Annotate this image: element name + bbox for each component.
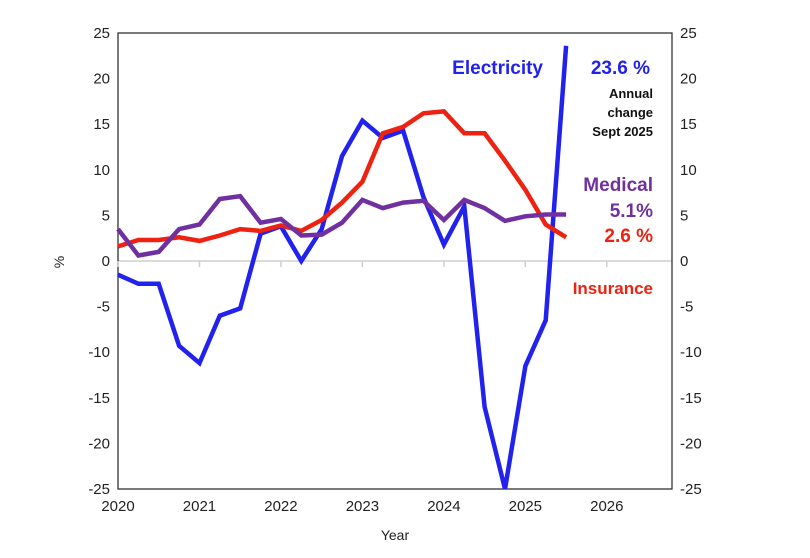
x-tick-label: 2024 <box>427 498 460 515</box>
y-tick-label-right: 10 <box>680 162 697 179</box>
x-tick-label: 2021 <box>183 498 216 515</box>
y-tick-label-right: 25 <box>680 25 697 42</box>
electricity-value: 23.6 % <box>591 58 650 79</box>
y-tick-label-left: 20 <box>93 71 110 88</box>
series-line-electricity <box>117 45 569 490</box>
insurance-value: 2.6 % <box>604 226 653 247</box>
y-axis-label: % <box>51 256 67 268</box>
series-line-insurance <box>117 109 568 249</box>
x-tick-label: 2022 <box>264 498 297 515</box>
y-tick-label-right: -20 <box>680 435 702 452</box>
y-tick-label-left: 10 <box>93 162 110 179</box>
y-tick-label-right: -15 <box>680 390 702 407</box>
y-tick-label-left: -5 <box>97 299 110 316</box>
y-tick-label-right: 5 <box>680 207 688 224</box>
annotations: Electricity 23.6 % Annual change Sept 20… <box>452 58 653 298</box>
series-line-medical <box>116 193 567 258</box>
x-tick-label: 2023 <box>346 498 379 515</box>
note-line-1: Annual <box>609 86 653 101</box>
electricity-label: Electricity <box>452 58 543 79</box>
y-tick-label-left: 0 <box>102 253 110 270</box>
y-tick-label-right: 0 <box>680 253 688 270</box>
y-tick-label-right: -5 <box>680 299 693 316</box>
y-tick-label-left: -10 <box>88 344 110 361</box>
x-tick-label: 2025 <box>509 498 542 515</box>
y-tick-label-left: 15 <box>93 116 110 133</box>
axes: -25 -25 -20 -20 -15 -15 -10 -10 -5 -5 0 0 5 5 10 10 15 15… <box>88 25 701 515</box>
note-line-2: change <box>607 105 653 120</box>
y-tick-label-left: 5 <box>102 207 110 224</box>
medical-value: 5.1% <box>610 201 653 222</box>
x-axis-label: Year <box>381 527 410 543</box>
y-tick-label-right: -10 <box>680 344 702 361</box>
y-tick-label-right: 20 <box>680 71 697 88</box>
note-line-3: Sept 2025 <box>592 124 653 139</box>
x-tick-label: 2026 <box>590 498 623 515</box>
y-tick-label-left: -20 <box>88 435 110 452</box>
y-tick-label-left: 25 <box>93 25 110 42</box>
y-tick-label-right: -25 <box>680 481 702 498</box>
y-tick-label-left: -15 <box>88 390 110 407</box>
x-tick-label: 2020 <box>101 498 134 515</box>
y-tick-label-right: 15 <box>680 116 697 133</box>
series-lines <box>116 45 569 490</box>
medical-label: Medical <box>583 175 653 196</box>
insurance-label: Insurance <box>573 279 653 298</box>
y-tick-label-left: -25 <box>88 481 110 498</box>
